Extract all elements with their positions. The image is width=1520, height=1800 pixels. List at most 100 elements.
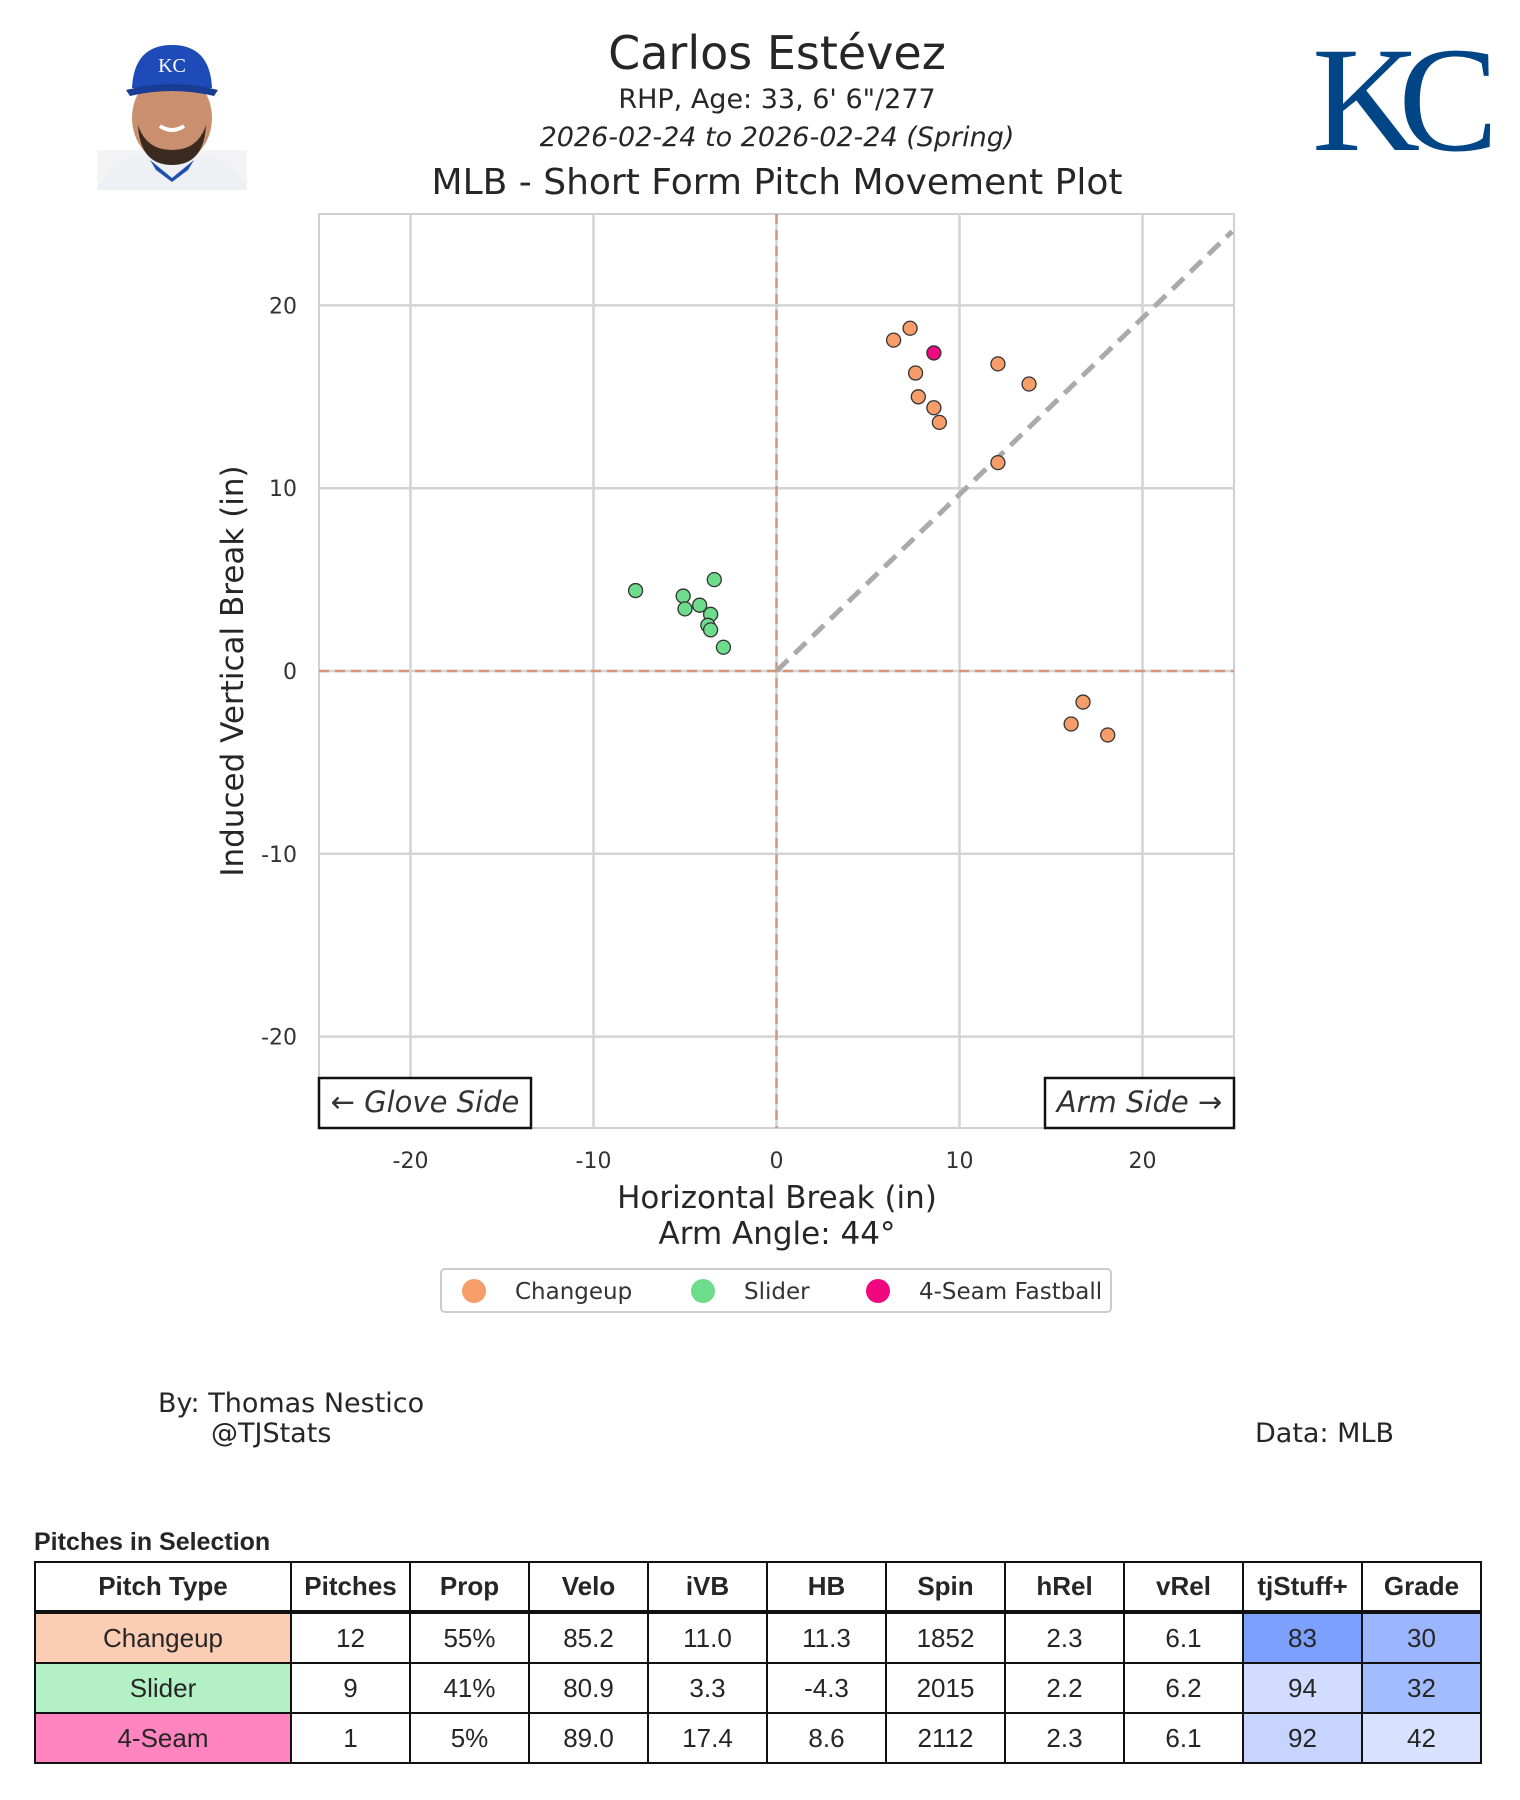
credit-handle: @TJStats xyxy=(211,1418,332,1449)
data-point-changeup xyxy=(1075,694,1091,710)
table-cell: 17.4 xyxy=(647,1712,768,1764)
x-tick-label: -10 xyxy=(576,1149,612,1174)
table-cell: 30 xyxy=(1361,1611,1482,1664)
table-cell: 1852 xyxy=(885,1611,1006,1664)
column-header: vRel xyxy=(1123,1561,1244,1613)
y-tick-label: 20 xyxy=(269,294,297,319)
data-point-changeup xyxy=(990,356,1006,372)
table-cell: 4-Seam xyxy=(34,1712,292,1764)
pitch-summary-table: Pitch Type Pitches Prop Velo iVB HB Spin hRel vR… xyxy=(34,1561,1482,1764)
legend-label: Changeup xyxy=(515,1279,632,1305)
data-point-slider xyxy=(715,639,732,655)
legend xyxy=(440,1268,1112,1313)
data-point-changeup xyxy=(910,389,926,405)
table-cell: 85.2 xyxy=(528,1611,649,1664)
table-cell: 92 xyxy=(1242,1712,1363,1764)
legend-marker xyxy=(866,1279,890,1303)
glove-side-box xyxy=(317,1076,533,1130)
data-point-slider xyxy=(677,601,693,617)
table-cell: 2.3 xyxy=(1004,1712,1125,1764)
y-tick-label: 10 xyxy=(269,477,297,502)
legend-label: Slider xyxy=(744,1279,810,1305)
table-row: 4-Seam 1 5% 89.0 17.4 8.6 2112 2.3 6.1 92 42 xyxy=(34,1712,1482,1764)
svg-text:KC: KC xyxy=(1312,17,1490,183)
arm-side-box xyxy=(1043,1076,1236,1130)
table-cell: 94 xyxy=(1242,1662,1363,1714)
column-header: Pitch Type xyxy=(34,1561,292,1613)
x-tick-label: 20 xyxy=(1129,1149,1157,1174)
table-cell: 32 xyxy=(1361,1662,1482,1714)
data-source: Data: MLB xyxy=(1255,1418,1395,1449)
data-point-changeup xyxy=(990,454,1006,471)
table-cell: 2015 xyxy=(885,1662,1006,1714)
table-cell: 3.3 xyxy=(647,1662,768,1714)
column-header: Pitches xyxy=(290,1561,411,1613)
data-point-slider xyxy=(675,588,691,604)
table-cell: Slider xyxy=(34,1662,292,1714)
data-point-changeup xyxy=(1100,727,1116,743)
column-header: tjStuff+ xyxy=(1242,1561,1363,1613)
table-cell: 11.0 xyxy=(647,1611,768,1664)
table-cell: 6.2 xyxy=(1123,1662,1244,1714)
glove-side-label: ← Glove Side xyxy=(331,1085,520,1119)
data-point-changeup xyxy=(926,400,942,416)
data-point-changeup xyxy=(902,320,918,336)
y-tick-label: -10 xyxy=(261,843,297,868)
table-cell: 41% xyxy=(409,1662,530,1714)
table-cell: 11.3 xyxy=(766,1611,887,1664)
data-point-slider xyxy=(706,571,722,588)
table-cell: 5% xyxy=(409,1712,530,1764)
arm-angle-label: Arm Angle: 44° xyxy=(659,1216,896,1252)
column-header: iVB xyxy=(647,1561,768,1613)
date-range: 2026-02-24 to 2026-02-24 (Spring) xyxy=(539,122,1015,153)
legend-label: 4-Seam Fastball xyxy=(919,1279,1102,1305)
table-cell: 2.3 xyxy=(1004,1611,1125,1664)
table-cell: 12 xyxy=(290,1611,411,1664)
column-header: hRel xyxy=(1004,1561,1125,1613)
table-cell: 2112 xyxy=(885,1712,1006,1764)
column-header: Spin xyxy=(885,1561,1006,1613)
y-tick-label: 0 xyxy=(283,660,297,685)
table-title: Pitches in Selection xyxy=(34,1528,271,1556)
svg-text:KC: KC xyxy=(158,55,186,77)
table-header-row: Pitch Type Pitches Prop Velo iVB HB Spin hRel vR… xyxy=(34,1561,1482,1613)
table-cell: 80.9 xyxy=(528,1662,649,1714)
x-tick-label: 10 xyxy=(946,1149,974,1174)
y-axis-label: Induced Vertical Break (in) xyxy=(215,465,251,876)
table-cell: 2.2 xyxy=(1004,1662,1125,1714)
column-header: Grade xyxy=(1361,1561,1482,1613)
arm-angle-line xyxy=(774,229,1234,673)
plot-title: MLB - Short Form Pitch Movement Plot xyxy=(431,162,1123,203)
table-cell: 1 xyxy=(290,1712,411,1764)
x-tick-label: 0 xyxy=(770,1149,784,1174)
player-bio: RHP, Age: 33, 6' 6"/277 xyxy=(618,84,936,115)
data-point-slider xyxy=(691,597,708,613)
legend-marker xyxy=(691,1279,715,1303)
pitch-movement-chart: KC KC -20 -10 0 10 20 -20 -10 0 10 20 ← Glove Side… xyxy=(97,17,1512,1313)
table-row: Slider 9 41% 80.9 3.3 -4.3 2015 2.2 6.2 94 32 xyxy=(34,1662,1482,1714)
table-cell: 6.1 xyxy=(1123,1611,1244,1664)
credit-author: By: Thomas Nestico xyxy=(158,1388,425,1419)
team-logo: KC xyxy=(1312,17,1512,183)
table-cell: 89.0 xyxy=(528,1712,649,1764)
table-cell: Changeup xyxy=(34,1611,292,1664)
data-point-slider xyxy=(627,582,644,599)
player-name: Carlos Estévez xyxy=(608,26,946,80)
table-row: Changeup 12 55% 85.2 11.0 11.3 1852 2.3 6.1 83 30 xyxy=(34,1611,1482,1664)
table-cell: 9 xyxy=(290,1662,411,1714)
x-axis-label: Horizontal Break (in) xyxy=(617,1180,937,1216)
table-cell: 83 xyxy=(1242,1611,1363,1664)
data-point-changeup xyxy=(1021,376,1037,392)
data-point-changeup xyxy=(1063,716,1079,732)
x-tick-label: -20 xyxy=(393,1149,429,1174)
data-point-4-seam-fastball xyxy=(926,345,942,361)
table-cell: 8.6 xyxy=(766,1712,887,1764)
data-point-changeup xyxy=(907,365,924,381)
table-cell: 42 xyxy=(1361,1712,1482,1764)
column-header: HB xyxy=(766,1561,887,1613)
data-point-slider xyxy=(702,622,719,638)
arm-side-label: Arm Side → xyxy=(1055,1085,1222,1119)
legend-marker xyxy=(462,1279,486,1303)
data-point-changeup xyxy=(885,332,902,348)
table-cell: 6.1 xyxy=(1123,1712,1244,1764)
